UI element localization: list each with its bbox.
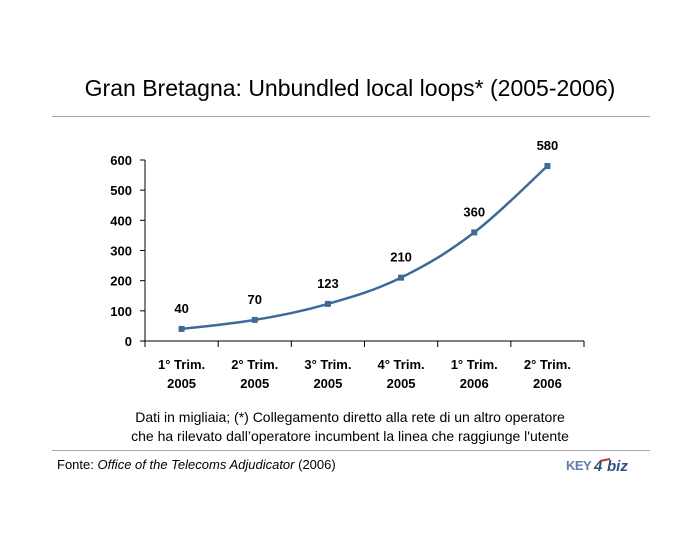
data-label: 123 — [317, 276, 339, 291]
x-tick-label: 2006 — [533, 376, 562, 391]
data-point-marker — [544, 163, 551, 170]
data-point-marker — [324, 300, 331, 307]
footnote-line-2: che ha rilevato dall’operatore incumbent… — [131, 428, 569, 444]
source-name: Office of the Telecoms Adjudicator — [97, 457, 295, 472]
x-tick-label: 1° Trim. — [158, 357, 205, 372]
chart-title: Gran Bretagna: Unbundled local loops* (2… — [84, 75, 616, 101]
series-markers — [178, 163, 551, 332]
data-label: 580 — [537, 138, 559, 153]
y-tick-label: 200 — [110, 274, 132, 289]
x-tick-label: 2005 — [240, 376, 269, 391]
y-tick-label: 600 — [110, 153, 132, 168]
data-labels: 40 70 123 210 360 580 — [174, 138, 558, 316]
data-point-marker — [251, 316, 258, 323]
svg-text:4: 4 — [593, 458, 603, 475]
data-label: 360 — [463, 204, 485, 219]
source-year: (2006) — [294, 457, 336, 472]
key4biz-logo: KEY 4 biz — [566, 458, 628, 475]
x-tick-label: 2006 — [460, 376, 489, 391]
data-label: 40 — [174, 301, 188, 316]
data-label: 210 — [390, 250, 412, 265]
x-tick-label: 2° Trim. — [231, 357, 278, 372]
y-tick-label: 500 — [110, 183, 132, 198]
y-tick-label: 300 — [110, 244, 132, 259]
bottom-divider — [52, 450, 650, 451]
data-point-marker — [398, 274, 405, 281]
source-line: Fonte: Office of the Telecoms Adjudicato… — [57, 457, 336, 473]
x-tick-label: 2005 — [167, 376, 196, 391]
x-tick-label: 4° Trim. — [378, 357, 425, 372]
x-axis-labels: 1° Trim. 2005 2° Trim. 2005 3° Trim. 2005 4° T… — [144, 341, 585, 391]
source-prefix: Fonte: — [57, 457, 98, 472]
y-tick-label: 400 — [110, 213, 132, 228]
footnote: Dati in migliaia; (*) Collegamento diret… — [60, 408, 640, 446]
y-tick-label: 100 — [110, 304, 132, 319]
chart-axes — [144, 160, 584, 342]
y-axis-ticks: 0 100 200 300 400 500 600 — [110, 153, 145, 349]
data-point-marker — [178, 325, 185, 332]
svg-text:biz: biz — [607, 458, 628, 475]
top-divider — [52, 116, 650, 117]
data-point-marker — [471, 229, 478, 236]
x-tick-label: 2005 — [387, 376, 416, 391]
footnote-line-1: Dati in migliaia; (*) Collegamento diret… — [135, 409, 565, 425]
x-tick-label: 2005 — [313, 376, 342, 391]
x-tick-label: 3° Trim. — [304, 357, 351, 372]
data-label: 70 — [248, 292, 262, 307]
x-tick-label: 2° Trim. — [524, 357, 571, 372]
series-line — [181, 165, 549, 331]
svg-text:KEY: KEY — [566, 458, 592, 473]
x-tick-label: 1° Trim. — [451, 357, 498, 372]
y-tick-label: 0 — [125, 334, 132, 349]
